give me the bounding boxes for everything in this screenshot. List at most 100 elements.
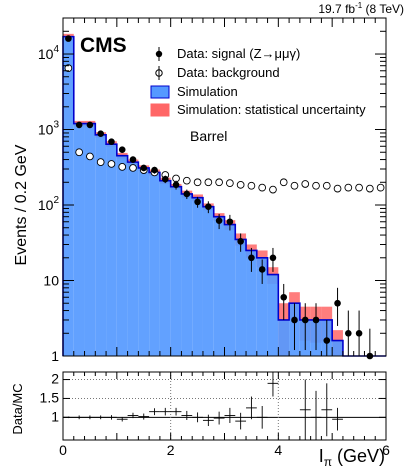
signal-point bbox=[237, 238, 244, 245]
signal-point bbox=[140, 164, 148, 172]
sim-bar bbox=[95, 134, 107, 356]
sim-bar bbox=[267, 274, 279, 356]
background-point bbox=[366, 184, 374, 193]
sim-bar bbox=[235, 239, 247, 356]
signal-point bbox=[118, 146, 126, 154]
sim-bar bbox=[84, 123, 96, 356]
signal-point bbox=[97, 130, 104, 138]
background-point bbox=[355, 183, 363, 192]
y-tick-label: 104 bbox=[38, 44, 60, 62]
sim-bar bbox=[213, 216, 225, 356]
x-tick-label: 2 bbox=[167, 442, 175, 458]
y-axis-label: Events / 0.2 GeV bbox=[13, 144, 30, 265]
signal-point bbox=[129, 156, 137, 163]
signal-point bbox=[269, 254, 277, 262]
signal-point bbox=[151, 166, 158, 174]
sim-bar bbox=[192, 197, 203, 356]
background-point bbox=[107, 160, 116, 168]
signal-point bbox=[355, 329, 363, 337]
background-point bbox=[247, 181, 256, 190]
y-tick-label: 10 bbox=[43, 273, 59, 289]
signal-point bbox=[65, 35, 72, 42]
cms-label: CMS bbox=[80, 34, 127, 57]
ratio-plot: 0 2 4 6 1 1.5 2 bbox=[40, 371, 391, 458]
sim-bar bbox=[127, 162, 139, 356]
sim-bar bbox=[246, 250, 257, 356]
y-tick-label: 102 bbox=[38, 195, 60, 213]
sim-bar bbox=[202, 206, 214, 356]
background-point bbox=[290, 181, 299, 190]
x-tick-label: 0 bbox=[59, 442, 67, 458]
signal-point bbox=[280, 293, 288, 301]
signal-point bbox=[108, 138, 115, 145]
background-point bbox=[226, 179, 234, 187]
sim-hist-layer bbox=[62, 35, 386, 357]
background-point bbox=[64, 64, 73, 72]
x-tick-label: 6 bbox=[382, 442, 390, 458]
background-point bbox=[344, 183, 353, 192]
ratio-y-axis-label: Data/MC bbox=[10, 383, 25, 434]
y-tick-label: 1 bbox=[51, 348, 59, 364]
background-point bbox=[258, 183, 267, 192]
legend-sim-unc-text: Simulation: statistical uncertainty bbox=[177, 102, 366, 117]
x-tick-label: 4 bbox=[274, 442, 282, 458]
ratio-y-tick-label: 2 bbox=[51, 371, 59, 387]
region-label: Barrel bbox=[190, 128, 227, 144]
background-point bbox=[129, 164, 137, 172]
background-point bbox=[96, 158, 105, 166]
legend: Data: signal (Z→μμγ) Data: background Si… bbox=[150, 46, 366, 117]
signal-point bbox=[215, 217, 223, 224]
signal-point bbox=[75, 121, 83, 129]
background-point bbox=[333, 184, 342, 193]
y-tick-label: 103 bbox=[38, 120, 60, 138]
background-point bbox=[322, 181, 331, 190]
legend-background-text: Data: background bbox=[177, 65, 280, 80]
signal-point bbox=[194, 198, 201, 206]
main-plot: 1 10 102 103 104 bbox=[38, 17, 387, 364]
legend-simulation-text: Simulation bbox=[177, 84, 238, 99]
background-point bbox=[182, 176, 191, 185]
background-point bbox=[75, 148, 84, 157]
signal-point bbox=[183, 190, 191, 198]
legend-signal-text: Data: signal (Z→μμγ) bbox=[177, 46, 300, 61]
sim-bar bbox=[332, 340, 343, 356]
background-point bbox=[118, 163, 127, 171]
background-point bbox=[215, 178, 223, 187]
main-axis-ticks: 1 10 102 103 104 bbox=[38, 17, 387, 364]
sim-outline bbox=[62, 35, 386, 357]
sim-bar bbox=[170, 186, 182, 356]
signal-point bbox=[248, 254, 255, 262]
sim-bar bbox=[106, 144, 117, 356]
signal-point bbox=[291, 316, 298, 324]
sim-bar bbox=[149, 172, 160, 356]
ratio-y-tick-label: 1.5 bbox=[40, 389, 60, 405]
signal-point bbox=[334, 299, 341, 307]
sim-bar bbox=[159, 180, 171, 356]
background-point bbox=[269, 185, 277, 194]
background-point bbox=[204, 178, 213, 187]
x-axis-label: Iπ (GeV) bbox=[319, 446, 385, 469]
background-point bbox=[312, 181, 320, 190]
legend-simulation-swatch bbox=[150, 85, 170, 99]
background-point bbox=[279, 178, 288, 187]
signal-point bbox=[323, 337, 331, 344]
signal-point bbox=[312, 316, 320, 324]
ratio-data-layer bbox=[63, 372, 343, 440]
sim-bar bbox=[116, 155, 128, 356]
sim-bar bbox=[224, 224, 236, 356]
signal-data-layer bbox=[65, 35, 374, 360]
ratio-axis-ticks: 0 2 4 6 1 1.5 2 bbox=[40, 371, 391, 458]
sim-bar bbox=[138, 167, 150, 356]
background-point bbox=[86, 152, 94, 161]
sim-bar bbox=[181, 193, 193, 356]
signal-point bbox=[205, 203, 212, 210]
sim-bar bbox=[278, 319, 290, 356]
background-point bbox=[376, 183, 385, 192]
signal-point bbox=[258, 266, 266, 273]
legend-sim-unc-swatch bbox=[150, 103, 170, 117]
background-point bbox=[301, 180, 310, 188]
ratio-y-tick-label: 1 bbox=[51, 408, 59, 424]
signal-point bbox=[301, 316, 309, 324]
signal-point bbox=[226, 218, 234, 226]
